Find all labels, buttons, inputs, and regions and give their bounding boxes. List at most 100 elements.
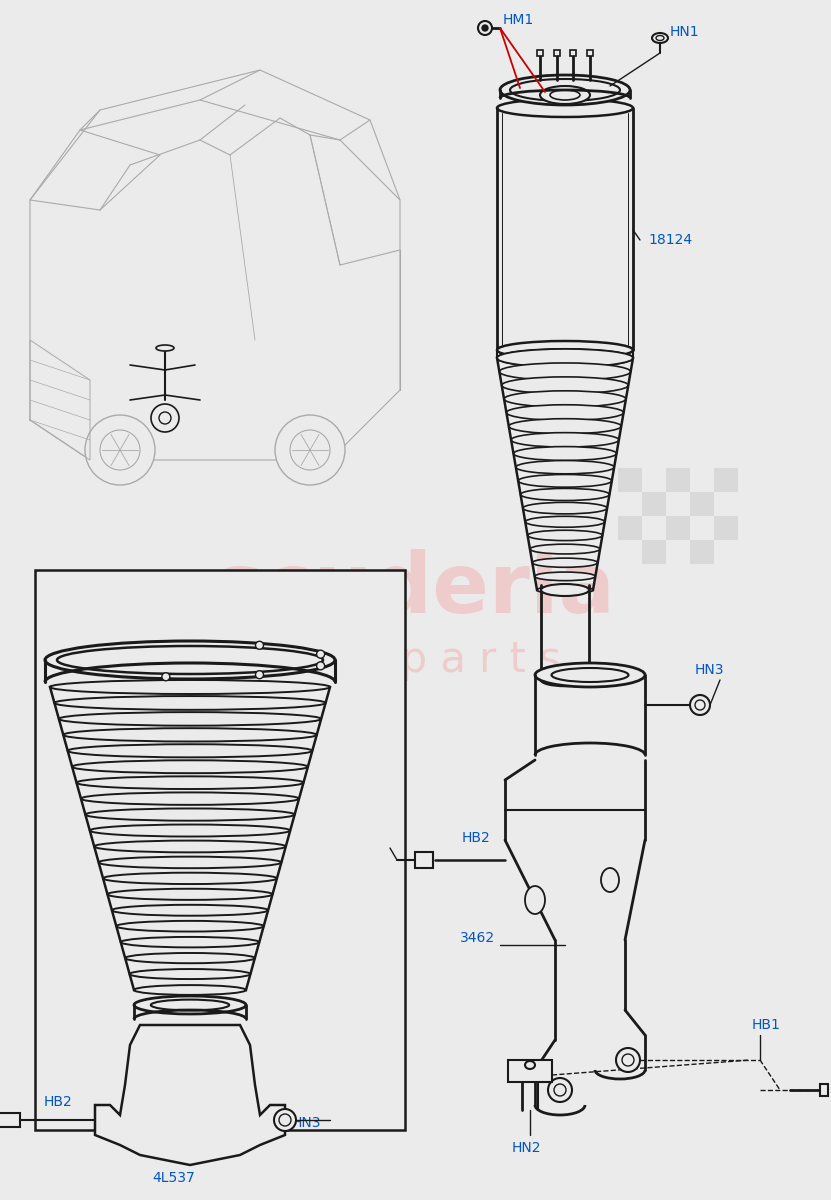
Bar — [570, 50, 576, 56]
Bar — [508, 1060, 552, 1082]
Bar — [642, 492, 666, 516]
Ellipse shape — [552, 668, 628, 682]
Bar — [666, 468, 690, 492]
Text: 4L537: 4L537 — [152, 1171, 194, 1186]
Circle shape — [274, 1109, 296, 1130]
Circle shape — [548, 1078, 572, 1102]
Ellipse shape — [541, 584, 589, 596]
Ellipse shape — [519, 474, 612, 487]
Bar — [714, 468, 738, 492]
Circle shape — [317, 650, 325, 658]
Bar — [587, 50, 593, 56]
Circle shape — [622, 1054, 634, 1066]
Text: HB2: HB2 — [44, 1094, 73, 1109]
Ellipse shape — [130, 970, 250, 979]
Ellipse shape — [502, 377, 628, 394]
Circle shape — [275, 415, 345, 485]
Ellipse shape — [525, 516, 605, 527]
Circle shape — [482, 25, 488, 31]
Circle shape — [85, 415, 155, 485]
Ellipse shape — [537, 586, 593, 594]
Ellipse shape — [499, 362, 631, 380]
Ellipse shape — [67, 744, 312, 757]
Ellipse shape — [534, 572, 595, 581]
Ellipse shape — [511, 433, 619, 448]
Bar — [554, 50, 560, 56]
Circle shape — [695, 700, 705, 710]
Circle shape — [255, 671, 263, 679]
Circle shape — [290, 430, 330, 470]
Bar — [0, 1114, 20, 1127]
Ellipse shape — [514, 446, 617, 461]
Ellipse shape — [516, 461, 614, 474]
Ellipse shape — [497, 349, 633, 367]
Bar — [618, 516, 642, 540]
Bar — [415, 852, 433, 868]
Text: HN3: HN3 — [292, 1116, 322, 1130]
Text: HN1: HN1 — [670, 25, 700, 38]
Circle shape — [279, 1114, 291, 1126]
Ellipse shape — [509, 419, 622, 433]
Circle shape — [100, 430, 140, 470]
Ellipse shape — [497, 98, 633, 116]
Circle shape — [616, 1048, 640, 1072]
Ellipse shape — [50, 680, 330, 694]
Ellipse shape — [63, 728, 317, 742]
Ellipse shape — [500, 74, 630, 104]
Circle shape — [162, 673, 170, 680]
Bar — [820, 1084, 828, 1096]
Ellipse shape — [81, 792, 299, 805]
Ellipse shape — [57, 646, 323, 674]
Ellipse shape — [601, 868, 619, 892]
Ellipse shape — [504, 391, 626, 407]
Ellipse shape — [520, 488, 609, 500]
Circle shape — [554, 1084, 566, 1096]
Circle shape — [255, 641, 263, 649]
Bar — [35, 570, 405, 1130]
Bar — [690, 492, 714, 516]
Polygon shape — [95, 1025, 285, 1165]
Ellipse shape — [530, 544, 600, 554]
Ellipse shape — [535, 662, 645, 686]
Ellipse shape — [506, 404, 623, 420]
Ellipse shape — [510, 79, 620, 101]
Ellipse shape — [528, 530, 602, 540]
Text: c a r   p a r t s: c a r p a r t s — [269, 638, 561, 680]
Ellipse shape — [134, 985, 246, 995]
Ellipse shape — [540, 86, 590, 104]
Ellipse shape — [125, 953, 255, 964]
Ellipse shape — [90, 824, 290, 836]
Ellipse shape — [112, 905, 268, 916]
Ellipse shape — [550, 90, 580, 100]
Text: 3462: 3462 — [460, 931, 495, 946]
Text: HB1: HB1 — [752, 1018, 781, 1032]
Ellipse shape — [94, 840, 286, 852]
Circle shape — [317, 662, 325, 670]
Text: HN2: HN2 — [512, 1141, 542, 1154]
Bar — [618, 468, 642, 492]
Ellipse shape — [525, 886, 545, 914]
Bar — [690, 540, 714, 564]
Circle shape — [151, 404, 179, 432]
Ellipse shape — [76, 776, 303, 790]
Bar — [714, 516, 738, 540]
Ellipse shape — [54, 696, 326, 710]
Ellipse shape — [525, 1061, 535, 1069]
Bar — [537, 50, 543, 56]
Text: scuderia: scuderia — [214, 550, 616, 630]
Ellipse shape — [107, 889, 273, 900]
Circle shape — [690, 695, 710, 715]
Circle shape — [159, 412, 171, 424]
Ellipse shape — [497, 349, 633, 367]
Circle shape — [478, 20, 492, 35]
Ellipse shape — [656, 36, 664, 41]
Ellipse shape — [120, 937, 259, 947]
Ellipse shape — [497, 341, 633, 359]
Ellipse shape — [45, 641, 335, 679]
Ellipse shape — [150, 1000, 229, 1010]
Text: HN3: HN3 — [695, 662, 725, 677]
Ellipse shape — [156, 346, 174, 350]
Ellipse shape — [541, 674, 589, 686]
Bar — [642, 540, 666, 564]
Text: 18124: 18124 — [648, 233, 692, 247]
